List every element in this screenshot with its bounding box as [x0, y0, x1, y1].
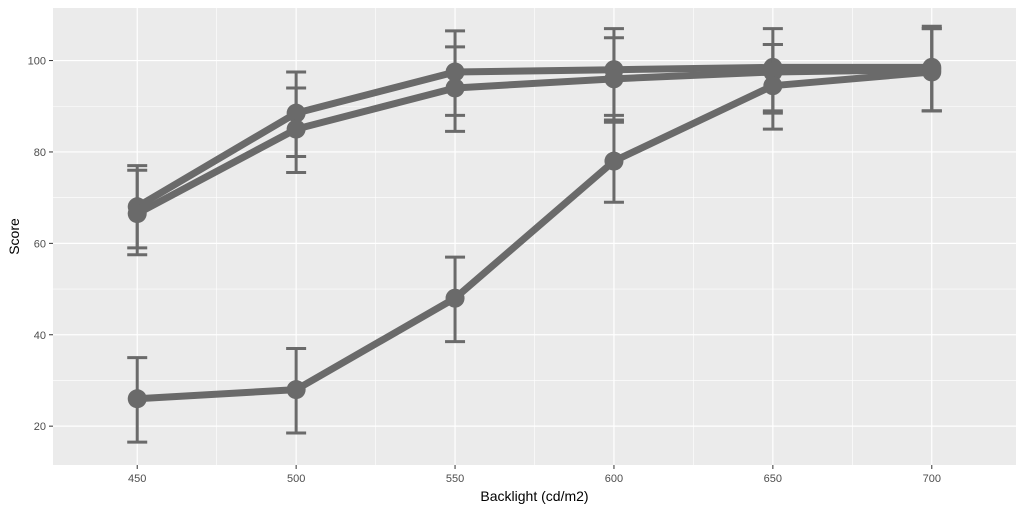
x-tick-label: 550 [446, 473, 464, 485]
data-point [763, 76, 783, 96]
y-tick-label: 80 [34, 147, 46, 159]
series-layer [127, 24, 942, 444]
y-axis: 20 40 60 80 100 [28, 56, 53, 433]
y-tick-label: 100 [28, 56, 46, 68]
y-tick-label: 60 [34, 238, 46, 250]
data-point [445, 78, 465, 98]
y-tick-label: 20 [34, 421, 46, 433]
data-point [127, 204, 147, 224]
x-axis-title: Backlight (cd/m2) [480, 488, 588, 504]
y-axis-title: Score [6, 218, 22, 255]
x-tick-label: 500 [287, 473, 305, 485]
data-point [286, 380, 306, 400]
series-line [133, 63, 936, 211]
data-point [286, 119, 306, 139]
x-tick-label: 450 [128, 473, 146, 485]
data-point [922, 62, 942, 82]
x-axis: 450 500 550 600 650 700 [128, 465, 941, 485]
x-tick-label: 700 [923, 473, 941, 485]
series-line [133, 66, 936, 218]
series-3 [127, 27, 942, 444]
y-tick-label: 40 [34, 330, 46, 342]
x-tick-label: 600 [605, 473, 623, 485]
data-point [127, 389, 147, 409]
data-point [604, 151, 624, 171]
data-point [445, 288, 465, 308]
series-line [133, 68, 936, 403]
data-point [604, 69, 624, 89]
x-tick-label: 650 [764, 473, 782, 485]
